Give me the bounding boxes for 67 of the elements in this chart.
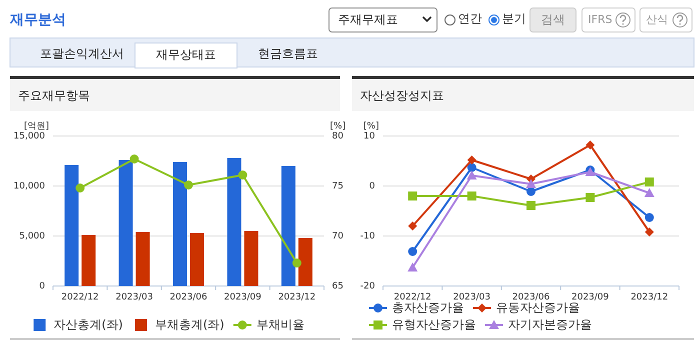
y2-tick-label: 70 <box>332 231 344 242</box>
legend-label: 총자산증가율 <box>392 300 464 314</box>
x-tick-label: 2023/09 <box>224 292 262 302</box>
x-tick-label: 2023/12 <box>630 292 668 302</box>
y-tick-label: 5,000 <box>19 231 46 242</box>
x-tick-label: 2023/12 <box>278 292 316 302</box>
page-header: 재무분석 주재무제표 연간 분기 검색 IFRS 산식 포괄손익계산서 재무상태표 현금흐름표 <box>10 8 694 68</box>
y-tick-label: 10,000 <box>14 181 46 192</box>
x-tick-label: 2023/09 <box>572 292 610 302</box>
point <box>526 187 536 196</box>
y-tick-label: 10 <box>364 131 376 142</box>
x-tick-label: 2023/06 <box>512 292 550 302</box>
legend-label: 부채총계(좌) <box>155 317 224 332</box>
point <box>466 170 477 180</box>
point <box>408 192 418 200</box>
x-tick-label: 2023/03 <box>453 292 490 302</box>
point <box>184 180 193 190</box>
point <box>644 228 654 236</box>
bar <box>64 165 79 286</box>
y-tick-label: 0 <box>39 281 46 292</box>
point <box>467 163 476 172</box>
x-tick-label: 2023/03 <box>116 292 153 302</box>
y2-tick-label: 80 <box>332 131 344 142</box>
y-axis-title: [억원] <box>24 121 49 132</box>
chart-title: 자산성장성지표 <box>360 88 444 102</box>
legend-label: 부채비율 <box>256 317 304 332</box>
legend-label: 자산총계(좌) <box>54 317 123 332</box>
bar <box>136 232 150 286</box>
point <box>130 154 139 164</box>
bar <box>227 158 242 286</box>
chart-title: 주요재무항목 <box>18 88 90 102</box>
legend-label: 자기자본증가율 <box>508 317 592 332</box>
point <box>467 192 476 200</box>
point <box>408 222 418 230</box>
legend-label: 유동자산증가율 <box>496 300 580 314</box>
point <box>526 179 536 188</box>
bar <box>118 160 133 286</box>
point <box>586 193 595 202</box>
point <box>292 258 302 268</box>
y-tick-label: 15,000 <box>14 131 46 142</box>
y-axis-title: [%] <box>363 121 379 132</box>
bar <box>244 231 258 286</box>
point <box>238 170 248 180</box>
legend-label: 유형자산증가율 <box>392 317 476 332</box>
point <box>644 213 654 222</box>
y-tick-label: 0 <box>369 181 376 192</box>
point <box>526 201 536 210</box>
y2-tick-label: 65 <box>332 281 344 292</box>
x-tick-label: 2023/06 <box>170 292 208 302</box>
point <box>76 184 85 192</box>
point <box>644 188 654 197</box>
bar <box>281 166 296 286</box>
bar <box>190 233 204 286</box>
point <box>586 140 595 150</box>
y2-tick-label: 75 <box>332 181 344 192</box>
point <box>408 262 418 272</box>
y-tick-label: -10 <box>360 231 376 242</box>
bar <box>82 235 96 286</box>
y-tick-label: -20 <box>360 281 376 292</box>
x-tick-label: 2022/12 <box>394 292 432 302</box>
point <box>467 156 476 164</box>
x-tick-label: 2022/12 <box>61 292 99 302</box>
y2-axis-title: [%] <box>330 121 346 132</box>
bar <box>173 162 187 286</box>
point <box>644 178 654 186</box>
bar <box>298 238 312 286</box>
point <box>408 247 418 256</box>
